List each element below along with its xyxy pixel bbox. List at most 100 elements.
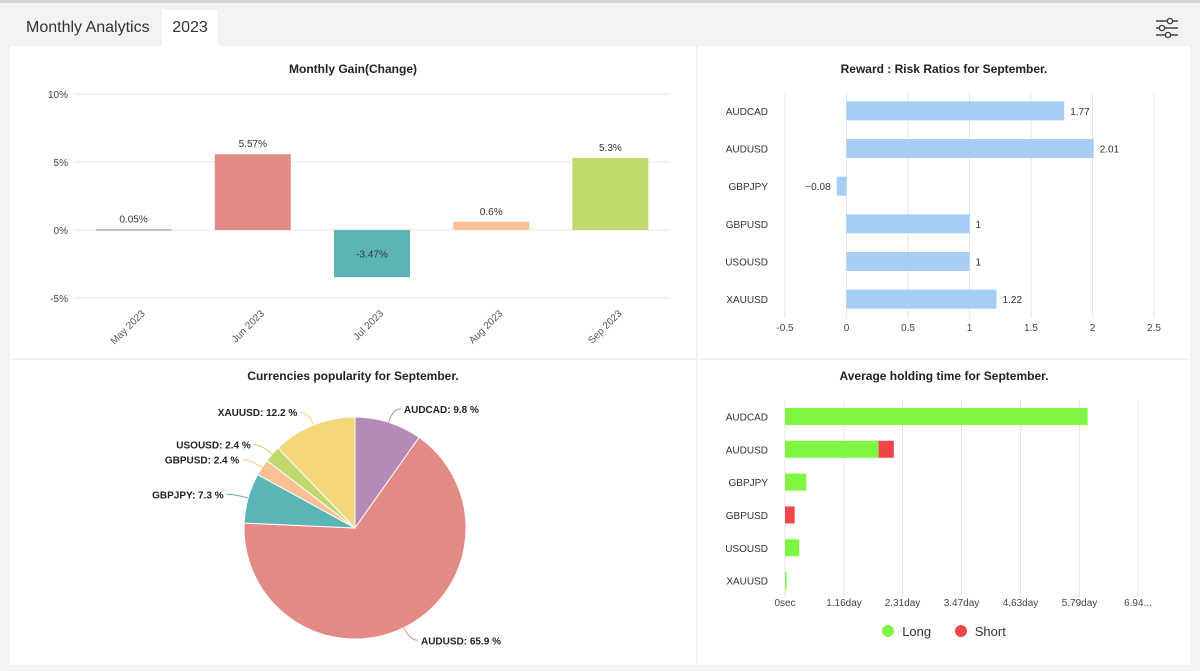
x-tick-label: 2.31day [885,598,921,609]
pie-slice-label: XAUUSD: 12.2 % [218,408,298,419]
y-tick-label: 5% [54,158,69,169]
bar-value-label: −0.08 [805,182,831,193]
x-tick-label: Aug 2023 [467,308,505,346]
bar [846,214,970,234]
pie-leader-line [388,408,401,423]
bar-segment-long [785,539,800,557]
y-tick-label: USOUSD [725,544,768,555]
y-tick-label: AUDUSD [726,145,768,156]
bar-value-label: 0.6% [480,207,503,218]
top-border [0,0,1200,3]
bar-segment-long [785,440,879,458]
legend-label-long: Long [902,624,932,639]
y-tick-label: AUDUSD [726,445,768,456]
analytics-header: Monthly Analytics 2023 [10,10,1190,46]
reward-risk-chart: -0.5 0 0.5 1 1.5 2 2.5 AUDCAD 1.77 AUDUSD 2.01 GBPJ… [725,92,1161,334]
y-tick-label: XAUUSD [726,295,768,306]
pie-slice [243,436,467,640]
page-title: Monthly Analytics [26,19,150,36]
pie-leader-line [300,411,314,426]
pie-leader-line [253,444,273,455]
y-tick-label: 10% [48,90,68,101]
pie-slice-label: GBPJPY: 7.3 % [152,490,224,501]
pie-slice-label: USOUSD: 2.4 % [176,441,251,452]
bar-value-label: 1.22 [1003,295,1023,306]
pie-slice-label: AUDUSD: 65.9 % [421,636,501,647]
legend-dot-short [954,625,967,637]
bar [846,252,970,271]
y-tick-label: GBPJPY [729,478,769,489]
x-tick-label: -0.5 [776,323,794,334]
holding-time-legend: Long Short [698,624,1190,639]
filter-button[interactable] [1154,16,1180,40]
bar-value-label: 1.77 [1070,107,1090,118]
bar [453,221,530,230]
y-tick-label: XAUUSD [726,577,768,588]
holding-time-panel: Average holding time for September. 0sec… [698,360,1190,665]
bar-segment-short [785,506,795,524]
y-tick-label: USOUSD [725,258,768,269]
x-tick-label: 6.94... [1124,598,1152,609]
bar [95,229,172,231]
holding-time-title: Average holding time for September. [839,369,1049,383]
bar [214,154,291,230]
tab-year[interactable]: 2023 [162,10,218,46]
y-tick-label: AUDCAD [726,412,768,423]
currency-popularity-panel: Currencies popularity for September. AUD… [10,360,696,665]
monthly-gain-chart: 10% 5% 0% -5% 0.05% May 2023 5.57% Jun 2023 -3.4… [48,90,670,347]
legend-item-long[interactable]: Long [882,624,931,639]
bar-value-label: 5.3% [599,143,622,154]
legend-dot-long [882,625,895,637]
x-tick-label: Jul 2023 [352,308,387,343]
legend-label-short: Short [974,624,1006,639]
bar-value-label: 0.05% [119,214,147,225]
x-tick-label: 0sec [774,598,795,609]
x-tick-label: 0.5 [901,323,915,334]
x-tick-label: 4.63day [1003,598,1039,609]
monthly-gain-title: Monthly Gain(Change) [289,62,417,76]
bar-value-label: 1 [976,220,982,231]
pie-leader-line [226,493,249,499]
legend-item-short[interactable]: Short [954,624,1006,639]
bar [846,139,1094,158]
x-tick-label: 2 [1090,323,1096,334]
y-tick-label: GBPUSD [726,220,768,231]
reward-risk-title: Reward : Risk Ratios for September. [840,62,1048,76]
pie-slice-label: GBPUSD: 2.4 % [165,456,240,467]
x-tick-label: 3.47day [944,598,980,609]
holding-time-chart: 0sec 1.16day 2.31day 3.47day 4.63day 5.79day 6… [725,400,1152,609]
monthly-gain-panel: Monthly Gain(Change) 10% 5% 0% -5% 0.05% May … [10,46,696,358]
x-tick-label: 5.79day [1062,598,1098,609]
pie-slice-label: AUDCAD: 9.8 % [404,405,479,416]
bar [846,289,997,309]
currency-popularity-title: Currencies popularity for September. [247,369,459,383]
bar [572,157,649,230]
bar-value-label: -3.47% [356,250,388,261]
x-tick-label: Jun 2023 [230,308,267,345]
x-tick-label: Sep 2023 [586,308,624,346]
bar [836,176,847,196]
currency-popularity-chart: AUDCAD: 9.8 % AUDUSD: 65.9 % GBPJPY: 7.3 %… [152,405,501,647]
bar-segment-short [878,440,894,458]
bar [846,101,1065,121]
x-tick-label: 0 [844,323,850,334]
reward-risk-panel: Reward : Risk Ratios for September. -0.5… [698,46,1190,358]
x-tick-label: 2.5 [1147,323,1161,334]
x-tick-label: 1.16day [826,598,862,609]
pie-leader-line [242,459,263,468]
x-tick-label: May 2023 [109,308,148,347]
sliders-icon [1156,17,1178,39]
pie-leader-line [403,627,419,641]
y-tick-label: AUDCAD [726,107,768,118]
bar-value-label: 5.57% [239,139,267,150]
x-tick-label: 1 [967,323,973,334]
bar [334,230,410,278]
bar-segment-long [785,473,807,491]
bar-value-label: 2.01 [1100,145,1120,156]
bar-value-label: 1 [976,258,982,269]
y-tick-label: GBPUSD [726,511,768,522]
bar-segment-long [785,572,787,590]
y-tick-label: GBPJPY [729,182,769,193]
x-tick-label: 1.5 [1024,323,1038,334]
y-tick-label: 0% [54,226,69,237]
